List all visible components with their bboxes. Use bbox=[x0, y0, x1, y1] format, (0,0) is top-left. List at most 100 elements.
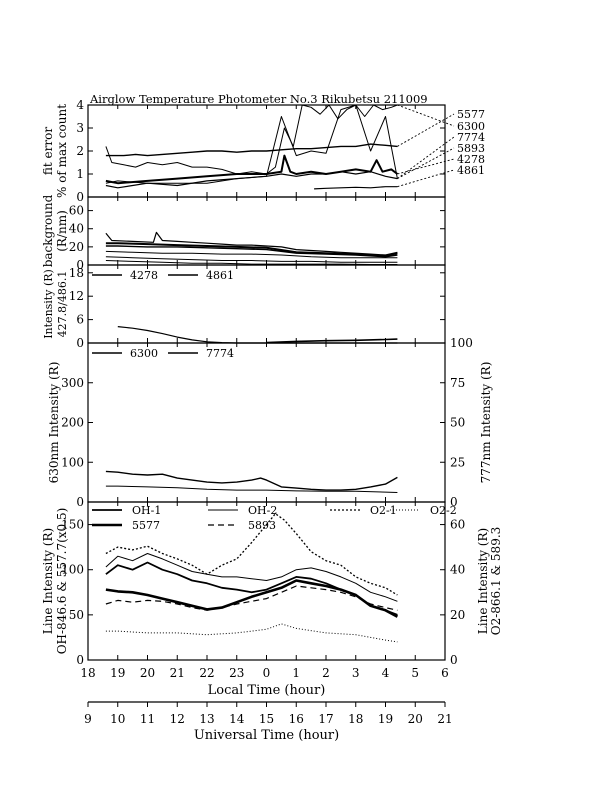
y-axis-label-right: 777nm Intensity (R) bbox=[479, 362, 493, 484]
ut-tick-label: 17 bbox=[318, 712, 333, 726]
y-axis-label: Line Intensity (R) bbox=[41, 528, 55, 634]
panel-frame bbox=[87, 342, 446, 503]
series-tag: 4278 bbox=[457, 153, 485, 166]
series-line-o2-2 bbox=[105, 623, 398, 643]
lt-tick-label: 1 bbox=[292, 666, 300, 680]
series-line-5577 bbox=[105, 579, 399, 618]
legend-label: 4278 bbox=[130, 269, 158, 282]
y-tick-label: 100 bbox=[61, 455, 84, 469]
legend-label: 5577 bbox=[132, 519, 160, 532]
leader-line bbox=[397, 113, 455, 147]
legend-label: OH-2 bbox=[248, 504, 277, 517]
y-tick-label: 50 bbox=[69, 608, 84, 622]
y-axis-label-2: (R/nm) bbox=[55, 210, 69, 252]
chart-title: Airglow Temperature Photometer No.3 Riku… bbox=[89, 92, 428, 106]
ut-tick-label: 11 bbox=[140, 712, 155, 726]
series-line-c bbox=[105, 245, 398, 258]
legend-label: 6300 bbox=[130, 347, 158, 360]
series-line-o2-1 bbox=[105, 513, 398, 596]
ut-axis-label: Universal Time (hour) bbox=[194, 728, 339, 743]
ut-tick-label: 12 bbox=[170, 712, 185, 726]
lt-tick-label: 3 bbox=[352, 666, 360, 680]
series-line-a bbox=[105, 231, 398, 256]
y-axis-label-2: OH-846.6 & 557.7(x0.5) bbox=[55, 508, 69, 655]
series-line-oh-2 bbox=[105, 553, 398, 602]
y-tick-label-right: 75 bbox=[450, 376, 465, 390]
lt-tick-label: 0 bbox=[263, 666, 271, 680]
y-tick-label: 3 bbox=[76, 121, 84, 135]
lt-tick-label: 5 bbox=[411, 666, 419, 680]
legend-label: O2-2 bbox=[430, 504, 457, 517]
series-line-d bbox=[105, 250, 398, 259]
series-line-6300 bbox=[105, 470, 398, 491]
series-tag: 4861 bbox=[457, 164, 485, 177]
y-tick-label: 150 bbox=[61, 518, 84, 532]
lt-tick-label: 22 bbox=[199, 666, 214, 680]
y-tick-label: 60 bbox=[69, 204, 84, 218]
ut-tick-label: 15 bbox=[259, 712, 274, 726]
ut-tick-label: 13 bbox=[199, 712, 214, 726]
series-tag: 5893 bbox=[457, 142, 485, 155]
y-axis-label-2: % of max count bbox=[55, 104, 69, 198]
series-line-f bbox=[105, 260, 398, 265]
y-axis-label: 630nm Intensity (R) bbox=[47, 362, 61, 484]
y-tick-label-right: 50 bbox=[450, 416, 465, 430]
y-tick-label-right: 0 bbox=[450, 653, 458, 667]
y-tick-label-right: 60 bbox=[450, 518, 465, 532]
legend-label: 4861 bbox=[206, 269, 234, 282]
y-axis-label-right-2: O2-866.1 & 589.3 bbox=[489, 527, 503, 636]
y-tick-label: 0 bbox=[76, 653, 84, 667]
ut-tick-label: 16 bbox=[289, 712, 304, 726]
y-tick-label: 200 bbox=[61, 416, 84, 430]
y-tick-label: 18 bbox=[69, 266, 84, 280]
lt-tick-label: 21 bbox=[170, 666, 185, 680]
y-tick-label: 0 bbox=[76, 190, 84, 204]
series-tag: 7774 bbox=[457, 131, 485, 144]
y-tick-label: 0 bbox=[76, 336, 84, 350]
y-axis-label-2: 427.8/486.1 bbox=[56, 271, 69, 338]
ut-tick-label: 19 bbox=[378, 712, 393, 726]
lt-tick-label: 20 bbox=[140, 666, 155, 680]
leader-line bbox=[397, 147, 455, 179]
legend-label: OH-1 bbox=[132, 504, 161, 517]
lt-tick-label: 19 bbox=[110, 666, 125, 680]
series-line-oh-1 bbox=[105, 561, 398, 616]
leader-line bbox=[397, 169, 455, 188]
series-line-4278 bbox=[105, 154, 399, 185]
panel-background: 0 20 40 60 background (R/nm) bbox=[41, 194, 446, 272]
lt-axis-label: Local Time (hour) bbox=[208, 683, 326, 698]
lt-tick-label: 4 bbox=[382, 666, 390, 680]
leader-line bbox=[397, 158, 455, 175]
lt-tick-label: 18 bbox=[80, 666, 95, 680]
lt-tick-label: 23 bbox=[229, 666, 244, 680]
panel-blue_intensity: 0 6 12 18 Intensity (R) 427.8/486.1 4278 4861 bbox=[42, 264, 446, 350]
series-line-7774 bbox=[105, 104, 398, 184]
legend-label: O2-1 bbox=[370, 504, 397, 517]
y-tick-label: 40 bbox=[69, 222, 84, 236]
y-tick-label-right: 25 bbox=[450, 455, 465, 469]
series-line-4861 bbox=[314, 186, 398, 190]
lt-tick-label: 6 bbox=[441, 666, 449, 680]
series-line-5893 bbox=[105, 171, 398, 189]
legend-label: 5893 bbox=[248, 519, 276, 532]
y-tick-label: 0 bbox=[76, 258, 84, 272]
ut-tick-label: 14 bbox=[229, 712, 245, 726]
ut-tick-label: 10 bbox=[110, 712, 125, 726]
ut-tick-label: 21 bbox=[437, 712, 452, 726]
series-line-5893 bbox=[105, 585, 398, 611]
series-tag: 6300 bbox=[457, 120, 485, 133]
y-axis-label: fit error bbox=[41, 127, 55, 175]
legend-label: 7774 bbox=[206, 347, 234, 360]
ut-tick-label: 18 bbox=[348, 712, 363, 726]
y-tick-label: 2 bbox=[76, 144, 84, 158]
y-tick-label-right: 0 bbox=[450, 495, 458, 509]
y-axis-label-right: Line Intensity (R) bbox=[476, 528, 490, 634]
y-tick-label: 6 bbox=[76, 313, 84, 327]
y-tick-label: 1 bbox=[76, 167, 84, 181]
y-tick-label: 100 bbox=[61, 563, 84, 577]
